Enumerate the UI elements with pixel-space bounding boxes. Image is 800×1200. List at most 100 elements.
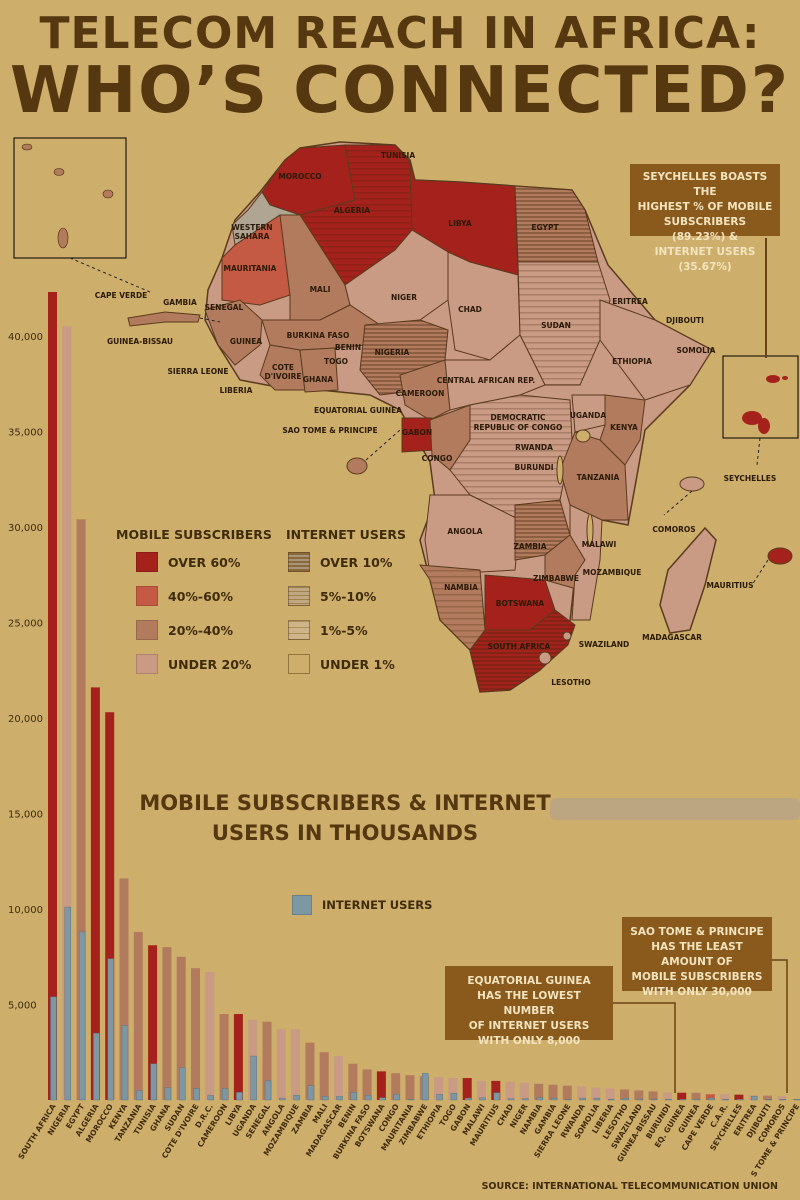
map-label-lesotho: LESOTHO bbox=[551, 678, 590, 687]
map-label-algeria: ALGERIA bbox=[334, 206, 370, 215]
mobile-bar bbox=[291, 1029, 301, 1100]
map-label-kenya: KENYA bbox=[610, 423, 638, 432]
legend-swatch bbox=[136, 586, 158, 606]
map-label-gabon: GABON bbox=[402, 428, 432, 437]
internet-users-bar bbox=[579, 1097, 586, 1101]
callout-line: HAS THE LOWEST NUMBER bbox=[477, 990, 581, 1017]
internet-users-bar bbox=[422, 1073, 429, 1101]
map-label-tunisia: TUNISIA bbox=[381, 151, 415, 160]
map-label-mauritius: MAURITIUS bbox=[706, 581, 753, 590]
callout-line: EQUATORIAL GUINEA bbox=[467, 975, 591, 987]
legend-swatch bbox=[136, 654, 158, 674]
mobile-bar bbox=[191, 968, 200, 1100]
callout-line: SAO TOME & PRINCIPE bbox=[630, 926, 764, 938]
internet-users-bar bbox=[507, 1098, 515, 1101]
legend-swatch bbox=[288, 620, 310, 640]
legend-mobile-item: 20%-40% bbox=[136, 620, 233, 640]
legend-label: 1%-5% bbox=[320, 622, 368, 638]
brush-stroke-decoration bbox=[550, 798, 800, 820]
internet-users-bar bbox=[765, 1098, 772, 1101]
map-label-swaziland: SWAZILAND bbox=[579, 640, 629, 649]
callout-line: MOBILE SUBSCRIBERS bbox=[631, 971, 763, 983]
internet-users-bar bbox=[236, 1092, 243, 1101]
map-label-angola: ANGOLA bbox=[447, 527, 482, 536]
map-label-western-sahara: WESTERN SAHARA bbox=[231, 223, 272, 241]
map-label-egypt: EGYPT bbox=[531, 223, 559, 232]
legend-label: 40%-60% bbox=[168, 588, 234, 604]
internet-users-legend: INTERNET USERS bbox=[292, 895, 432, 915]
mobile-bar bbox=[705, 1094, 715, 1100]
map-label-niger: NIGER bbox=[391, 293, 417, 302]
map-label-sierra-leone: SIERRA LEONE bbox=[168, 367, 229, 376]
map-label-libya: LIBYA bbox=[448, 219, 472, 228]
map-label-eritrea: ERITREA bbox=[612, 297, 648, 306]
internet-users-bar bbox=[708, 1097, 715, 1101]
mobile-bar bbox=[462, 1078, 472, 1100]
internet-users-bar bbox=[350, 1092, 357, 1101]
internet-users-bar bbox=[479, 1097, 486, 1101]
map-label-mauritania: MAURITANIA bbox=[224, 264, 277, 273]
internet-users-bar bbox=[178, 1067, 186, 1101]
map-label-burkina-faso: BURKINA FASO bbox=[287, 331, 350, 340]
seychelles-inset bbox=[722, 355, 799, 439]
internet-users-bar bbox=[779, 1098, 786, 1101]
legend-swatch bbox=[136, 552, 158, 572]
mobile-bar bbox=[105, 712, 115, 1100]
map-label-guinea: GUINEA bbox=[230, 337, 262, 346]
internet-users-bar bbox=[650, 1098, 658, 1101]
legend-label: UNDER 1% bbox=[320, 656, 395, 672]
y-tick-label: 15,000 bbox=[8, 809, 43, 820]
internet-users-bar bbox=[207, 1095, 215, 1101]
mobile-bar bbox=[176, 956, 186, 1100]
callout-line: HAS THE LEAST AMOUNT OF bbox=[651, 941, 743, 968]
callout-line: WITH ONLY 30,000 bbox=[642, 986, 752, 998]
mobile-bar bbox=[620, 1089, 629, 1100]
mobile-bar bbox=[577, 1086, 587, 1100]
callout-line: SEYCHELLES BOASTS THE bbox=[642, 171, 768, 198]
mobile-bar bbox=[448, 1078, 458, 1100]
legend-label: OVER 60% bbox=[168, 554, 241, 570]
mobile-bar bbox=[562, 1085, 572, 1100]
map-label-equatorial-guinea: EQUATORIAL GUINEA bbox=[314, 406, 402, 415]
internet-users-bar bbox=[293, 1095, 300, 1101]
map-label-gambia: GAMBIA bbox=[163, 298, 197, 307]
mobile-bar bbox=[677, 1092, 687, 1100]
internet-users-swatch bbox=[292, 895, 312, 915]
mobile-bar bbox=[763, 1095, 772, 1100]
africa-map: TUNISIA MOROCCO ALGERIA LIBYA EGYPT WESTERN SA… bbox=[13, 137, 799, 693]
y-tick-label: 10,000 bbox=[8, 905, 43, 916]
mobile-bar bbox=[777, 1096, 787, 1100]
y-tick-label: 20,000 bbox=[8, 714, 43, 725]
internet-users-bar bbox=[679, 1098, 686, 1101]
mobile-bar bbox=[362, 1069, 372, 1100]
internet-users-legend-label: INTERNET USERS bbox=[322, 898, 433, 912]
mobile-bar bbox=[76, 519, 86, 1100]
map-label-tanzania: TANZANIA bbox=[577, 473, 620, 482]
map-label-comoros: COMOROS bbox=[652, 525, 695, 534]
internet-users-bar bbox=[164, 1087, 172, 1101]
map-label-morocco: MOROCCO bbox=[278, 172, 321, 181]
map-label-drc: DEMOCRATIC REPUBLIC OF CONGO bbox=[474, 413, 563, 432]
map-label-cape-verde: CAPE VERDE bbox=[95, 291, 148, 300]
y-tick-label: 5,000 bbox=[8, 1000, 37, 1011]
legend-label: 5%-10% bbox=[320, 588, 377, 604]
callout-line: WITH ONLY 8,000 bbox=[477, 1035, 581, 1047]
mobile-bar bbox=[219, 1014, 229, 1100]
internet-users-bar bbox=[322, 1095, 329, 1101]
map-label-burundi: BURUNDI bbox=[515, 463, 554, 472]
map-label-uganda: UGANDA bbox=[570, 411, 607, 420]
map-label-somolia: SOMOLIA bbox=[677, 346, 716, 355]
sao-tome-callout: SAO TOME & PRINCIPE HAS THE LEAST AMOUNT… bbox=[622, 917, 772, 998]
mobile-bar bbox=[634, 1090, 644, 1100]
internet-users-bar bbox=[250, 1055, 257, 1101]
map-label-central-african-rep-: CENTRAL AFRICAN REP. bbox=[437, 376, 536, 385]
mobile-bar bbox=[548, 1084, 558, 1100]
legend-internet-item: OVER 10% bbox=[288, 552, 392, 572]
chart-subtitle: MOBILE SUBSCRIBERS & INTERNET USERS IN T… bbox=[130, 788, 560, 848]
internet-users-bar bbox=[136, 1090, 143, 1101]
map-label-botswana: BOTSWANA bbox=[496, 599, 545, 608]
internet-users-bar bbox=[450, 1093, 458, 1101]
legend-internet-item: 1%-5% bbox=[288, 620, 368, 640]
legend-internet-heading: INTERNET USERS bbox=[286, 527, 407, 542]
